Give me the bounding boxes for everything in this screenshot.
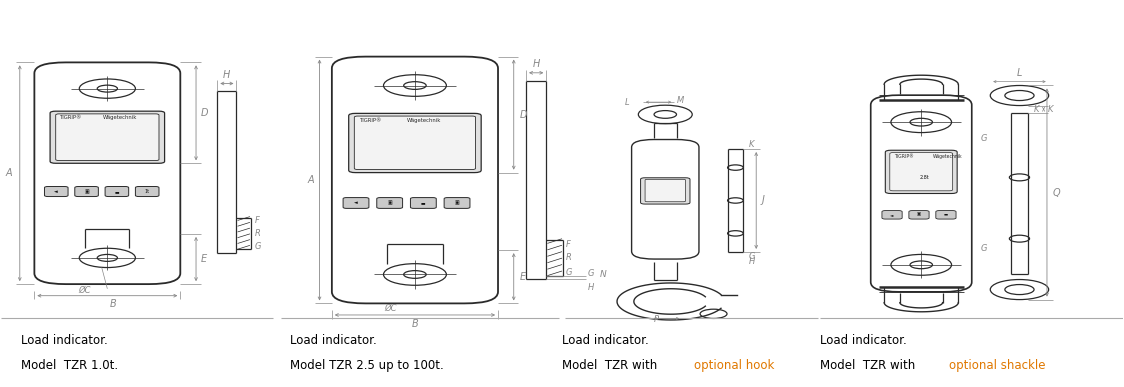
FancyBboxPatch shape bbox=[886, 150, 958, 194]
Text: N: N bbox=[600, 270, 607, 279]
Text: G: G bbox=[565, 268, 572, 277]
FancyBboxPatch shape bbox=[56, 114, 158, 161]
Text: R: R bbox=[254, 229, 261, 238]
Text: Load indicator.: Load indicator. bbox=[21, 334, 108, 347]
Text: J: J bbox=[762, 195, 764, 205]
Text: G: G bbox=[588, 269, 595, 278]
Text: ØC: ØC bbox=[384, 304, 397, 313]
FancyBboxPatch shape bbox=[51, 111, 164, 163]
FancyBboxPatch shape bbox=[75, 187, 99, 197]
Text: ▣: ▣ bbox=[917, 213, 921, 217]
Text: Load indicator.: Load indicator. bbox=[290, 334, 377, 347]
FancyBboxPatch shape bbox=[377, 198, 402, 208]
Text: Wägetechnik: Wägetechnik bbox=[407, 118, 442, 123]
Text: ▬: ▬ bbox=[422, 200, 426, 205]
Text: G: G bbox=[981, 244, 987, 253]
Text: Wägetechnik: Wägetechnik bbox=[103, 115, 137, 120]
FancyBboxPatch shape bbox=[354, 116, 475, 170]
Text: G: G bbox=[254, 241, 261, 251]
Text: H: H bbox=[749, 257, 754, 266]
FancyBboxPatch shape bbox=[909, 211, 930, 219]
Text: ◄: ◄ bbox=[54, 189, 58, 194]
Text: ØC: ØC bbox=[79, 285, 91, 295]
Text: Model  TZR with: Model TZR with bbox=[821, 359, 919, 372]
FancyBboxPatch shape bbox=[641, 178, 690, 204]
Text: Model  TZR 1.0t.: Model TZR 1.0t. bbox=[21, 359, 118, 372]
Text: R: R bbox=[565, 253, 571, 262]
Text: A: A bbox=[307, 175, 314, 185]
Text: 2.8t: 2.8t bbox=[919, 175, 930, 180]
FancyBboxPatch shape bbox=[348, 113, 481, 173]
Text: ▣: ▣ bbox=[388, 200, 392, 205]
Text: TIGRIP®: TIGRIP® bbox=[61, 115, 82, 120]
Text: 1t: 1t bbox=[145, 189, 149, 194]
Text: D: D bbox=[200, 108, 208, 118]
Text: G: G bbox=[749, 252, 755, 261]
FancyBboxPatch shape bbox=[45, 187, 69, 197]
FancyBboxPatch shape bbox=[645, 179, 686, 202]
Text: M: M bbox=[677, 96, 683, 105]
Text: Model  TZR with: Model TZR with bbox=[562, 359, 661, 372]
Text: optional shackle: optional shackle bbox=[950, 359, 1045, 372]
Text: Load indicator.: Load indicator. bbox=[562, 334, 649, 347]
FancyBboxPatch shape bbox=[106, 187, 128, 197]
Text: E: E bbox=[519, 272, 525, 282]
Text: ▣: ▣ bbox=[455, 200, 460, 205]
Text: Load indicator.: Load indicator. bbox=[821, 334, 907, 347]
Text: ◄: ◄ bbox=[890, 213, 894, 217]
Text: K: K bbox=[749, 140, 754, 149]
Text: L: L bbox=[1017, 68, 1022, 78]
Text: K: K bbox=[1033, 104, 1039, 113]
Text: ▣: ▣ bbox=[84, 189, 89, 194]
FancyBboxPatch shape bbox=[410, 198, 436, 208]
FancyBboxPatch shape bbox=[890, 152, 953, 191]
Text: D: D bbox=[519, 110, 527, 120]
Text: F: F bbox=[565, 240, 570, 248]
Text: Wägetechnik: Wägetechnik bbox=[933, 154, 962, 159]
Text: ▬: ▬ bbox=[115, 189, 119, 194]
Text: L: L bbox=[625, 98, 629, 107]
FancyBboxPatch shape bbox=[135, 187, 158, 197]
Text: H: H bbox=[224, 70, 230, 80]
FancyBboxPatch shape bbox=[882, 211, 903, 219]
Text: H: H bbox=[533, 59, 540, 69]
Text: TIGRIP®: TIGRIP® bbox=[360, 118, 382, 123]
Text: A: A bbox=[6, 168, 12, 178]
Text: ◄: ◄ bbox=[354, 200, 357, 205]
Text: G: G bbox=[981, 134, 987, 143]
Text: B: B bbox=[109, 299, 116, 309]
Text: TIGRIP®: TIGRIP® bbox=[895, 154, 914, 159]
Text: E: E bbox=[200, 254, 207, 264]
FancyBboxPatch shape bbox=[936, 211, 957, 219]
Text: P: P bbox=[654, 315, 659, 324]
Text: Q: Q bbox=[1052, 188, 1060, 197]
FancyBboxPatch shape bbox=[343, 198, 369, 208]
Text: Model TZR 2.5 up to 100t.: Model TZR 2.5 up to 100t. bbox=[290, 359, 444, 372]
FancyBboxPatch shape bbox=[444, 198, 470, 208]
Text: ▬: ▬ bbox=[944, 213, 948, 217]
Text: optional hook: optional hook bbox=[695, 359, 774, 372]
Text: B: B bbox=[411, 319, 418, 329]
Text: K: K bbox=[1048, 105, 1053, 114]
Text: F: F bbox=[254, 216, 260, 225]
Text: H: H bbox=[588, 283, 595, 291]
